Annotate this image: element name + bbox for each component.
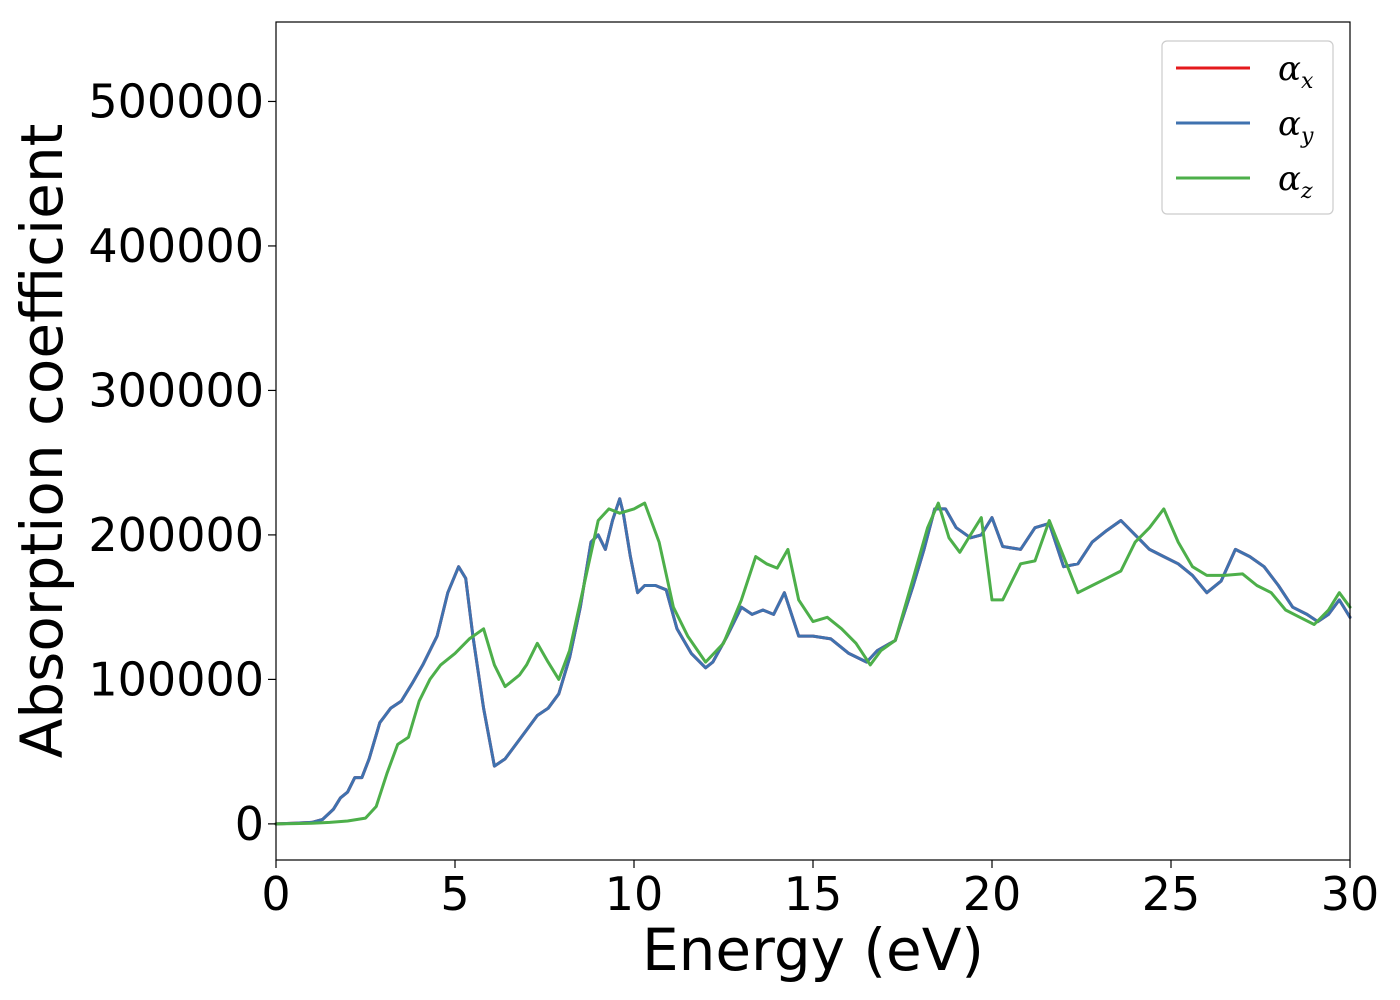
x-tick-label: 25: [1142, 867, 1201, 921]
series-line-y: [274, 497, 1352, 826]
x-tick-label: 10: [605, 867, 664, 921]
legend-label-z: αz: [1278, 159, 1313, 204]
x-tick-label: 0: [261, 867, 290, 921]
y-axis-ticks: 0 100000 200000 300000 400000 500000: [88, 74, 276, 851]
legend-label-y: αy: [1278, 104, 1314, 149]
series-line-z: [274, 501, 1352, 826]
x-axis-ticks: 0 5 10 15 20 25 30: [261, 860, 1379, 921]
series-layer: [274, 497, 1352, 826]
y-tick-label: 400000: [88, 219, 264, 273]
y-axis-title: Absorption coefficient: [8, 124, 76, 759]
x-tick-label: 5: [440, 867, 469, 921]
legend-entries: αx αy αz: [1176, 49, 1314, 204]
legend-box: [1161, 40, 1334, 215]
x-tick-label: 30: [1321, 867, 1380, 921]
y-tick-label: 200000: [88, 508, 264, 562]
legend: αx αy αz: [1161, 40, 1334, 215]
x-tick-label: 20: [963, 867, 1022, 921]
y-tick-label: 100000: [88, 652, 264, 706]
x-tick-label: 15: [784, 867, 843, 921]
y-tick-label: 300000: [88, 363, 264, 417]
y-tick-label: 0: [235, 797, 264, 851]
y-tick-label: 500000: [88, 74, 264, 128]
x-axis-title: Energy (eV): [642, 916, 984, 984]
legend-label-x: αx: [1278, 49, 1314, 94]
